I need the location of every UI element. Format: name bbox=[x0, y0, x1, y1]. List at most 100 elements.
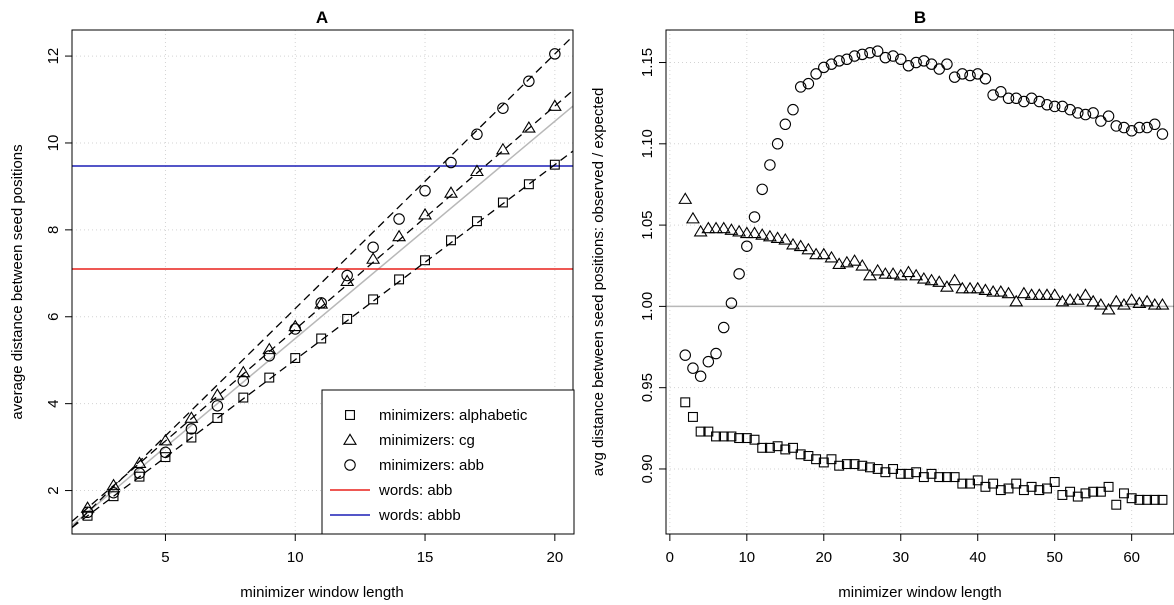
point-alphabetic bbox=[741, 433, 752, 444]
point-cg bbox=[1124, 293, 1139, 305]
point-alphabetic bbox=[446, 235, 456, 246]
panel-a-legend: minimizers: alphabetic minimizers: cg mi… bbox=[321, 389, 575, 535]
fit-line-cg bbox=[72, 89, 573, 522]
point-alphabetic bbox=[212, 413, 223, 423]
point-alphabetic bbox=[1042, 483, 1052, 494]
point-alphabetic bbox=[857, 460, 868, 471]
point-abb bbox=[764, 159, 776, 171]
point-alphabetic bbox=[497, 197, 508, 208]
point-abb bbox=[1141, 121, 1153, 134]
point-abb bbox=[1033, 95, 1046, 108]
point-abb bbox=[211, 400, 224, 412]
y-tick-label: 10 bbox=[45, 135, 62, 152]
point-cg bbox=[816, 247, 831, 260]
point-abb bbox=[818, 61, 830, 74]
x-tick-label: 30 bbox=[892, 549, 909, 566]
point-abb bbox=[956, 68, 969, 80]
point-abb bbox=[1072, 107, 1084, 119]
point-alphabetic bbox=[471, 216, 482, 227]
point-alphabetic bbox=[1011, 478, 1022, 489]
point-cg bbox=[809, 247, 824, 260]
point-cg bbox=[870, 263, 885, 276]
x-tick-label: 0 bbox=[666, 549, 674, 566]
point-cg bbox=[801, 242, 816, 255]
point-alphabetic bbox=[687, 411, 698, 422]
panel-a-x-label: minimizer window length bbox=[240, 584, 403, 601]
point-cg bbox=[747, 226, 762, 239]
point-alphabetic bbox=[811, 454, 822, 465]
x-tick-label: 60 bbox=[1123, 549, 1140, 566]
legend-box bbox=[321, 389, 575, 535]
point-abb bbox=[445, 156, 457, 169]
point-alphabetic bbox=[1103, 481, 1114, 492]
point-alphabetic bbox=[826, 454, 837, 465]
panel-a-x-ticks: 5 10 15 20 bbox=[161, 534, 563, 566]
point-alphabetic bbox=[834, 460, 845, 471]
point-alphabetic bbox=[949, 472, 960, 483]
x-tick-label: 20 bbox=[546, 549, 563, 566]
point-cg bbox=[947, 273, 962, 286]
point-alphabetic bbox=[368, 294, 379, 305]
point-alphabetic bbox=[1034, 485, 1045, 496]
legend-label-words-abbb: words: abbb bbox=[378, 507, 461, 524]
point-abb bbox=[887, 50, 899, 62]
point-abb bbox=[367, 241, 379, 253]
point-abb bbox=[185, 423, 198, 435]
point-alphabetic bbox=[864, 462, 875, 473]
point-cg bbox=[886, 267, 901, 279]
point-abb bbox=[748, 211, 761, 223]
point-abb bbox=[549, 48, 561, 60]
point-abb bbox=[871, 45, 884, 57]
point-alphabetic bbox=[849, 459, 860, 470]
point-abb bbox=[237, 375, 250, 387]
x-tick-label: 50 bbox=[1046, 549, 1063, 566]
point-alphabetic bbox=[160, 452, 171, 463]
point-alphabetic bbox=[749, 434, 760, 445]
point-abb bbox=[159, 446, 172, 459]
legend-label-alphabetic: minimizers: alphabetic bbox=[379, 407, 528, 424]
point-abb bbox=[1095, 115, 1107, 127]
y-tick-label: 1.05 bbox=[639, 210, 656, 239]
point-alphabetic bbox=[788, 442, 798, 453]
point-abb bbox=[471, 128, 483, 141]
point-abb bbox=[864, 47, 876, 59]
point-abb bbox=[1002, 92, 1015, 105]
point-alphabetic bbox=[238, 392, 249, 403]
point-cg bbox=[1001, 286, 1016, 299]
point-abb bbox=[948, 71, 961, 83]
y-tick-label: 1.00 bbox=[639, 292, 656, 321]
point-abb bbox=[918, 55, 930, 67]
legend-key-abb bbox=[344, 459, 356, 471]
point-cg bbox=[158, 433, 173, 446]
point-alphabetic bbox=[1134, 494, 1145, 505]
point-alphabetic bbox=[818, 457, 829, 468]
point-cg bbox=[762, 229, 777, 242]
point-abb bbox=[1064, 103, 1076, 116]
point-alphabetic bbox=[995, 485, 1006, 496]
reference-line bbox=[72, 105, 573, 526]
point-abb bbox=[1018, 95, 1030, 108]
panel-a-series bbox=[72, 35, 573, 529]
panel-b-grid bbox=[666, 30, 1174, 534]
point-alphabetic bbox=[711, 431, 722, 442]
point-alphabetic bbox=[1072, 491, 1083, 502]
point-alphabetic bbox=[1018, 485, 1029, 496]
y-tick-label: 0.95 bbox=[639, 373, 656, 402]
point-abb bbox=[810, 68, 822, 80]
panel-b: B 0 10 20 30 40 50 60 0.90 0.95 1.00 1.05 1.10 1.15… bbox=[590, 8, 1174, 601]
point-cg bbox=[732, 224, 747, 237]
point-abb bbox=[1125, 125, 1138, 137]
point-cg bbox=[1147, 297, 1162, 310]
point-cg bbox=[901, 265, 916, 278]
point-abb bbox=[393, 213, 405, 225]
point-cg bbox=[978, 283, 993, 295]
point-cg bbox=[495, 142, 510, 155]
point-cg bbox=[924, 273, 939, 286]
point-alphabetic bbox=[1149, 494, 1160, 505]
point-cg bbox=[366, 252, 381, 264]
point-alphabetic bbox=[1111, 499, 1122, 510]
point-abb bbox=[263, 350, 276, 362]
point-cg bbox=[685, 211, 700, 224]
x-tick-label: 40 bbox=[969, 549, 986, 566]
point-abb bbox=[419, 185, 431, 197]
